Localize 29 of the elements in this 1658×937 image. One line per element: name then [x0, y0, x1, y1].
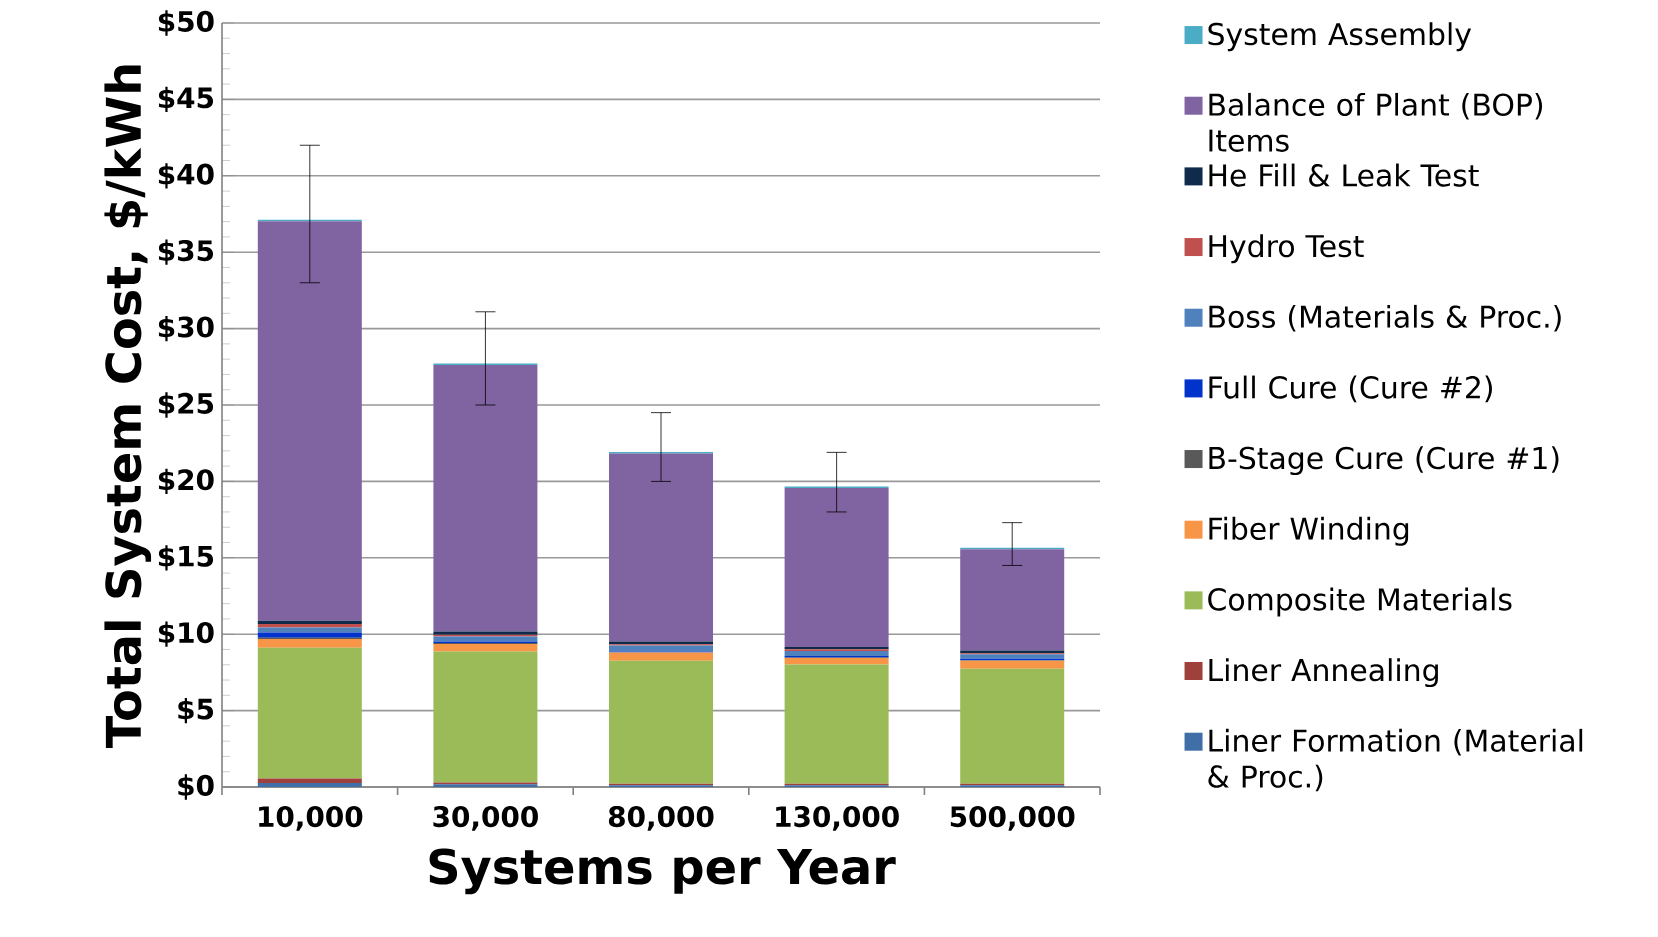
legend-label: Liner Annealing	[1209, 658, 1438, 688]
legend-label: Hydro Test	[1209, 234, 1364, 264]
y-tick-label: $40	[158, 163, 214, 189]
legend-label: Boss (Materials & Proc.)	[1209, 304, 1561, 332]
legend-label: Fiber Winding	[1209, 516, 1409, 546]
y-tick-label: $20	[158, 468, 214, 495]
y-axis-title: Total System Cost, $/kWh	[104, 65, 152, 749]
x-axis-title: Systems per Year	[429, 848, 896, 895]
y-tick-label: $45	[158, 86, 214, 113]
y-tick-label: $10	[158, 621, 214, 647]
x-tick-label: 500,000	[950, 806, 1075, 831]
x-tick-label: 130,000	[776, 806, 899, 831]
x-tick-label: 80,000	[608, 806, 714, 831]
legend-label: Balance of Plant (BOP) Items	[1209, 92, 1543, 152]
legend-label: Full Cure (Cure #2)	[1209, 375, 1492, 403]
legend-label: System Assembly	[1208, 22, 1472, 52]
x-tick-label: 10,000	[259, 806, 363, 831]
y-tick-label: $35	[158, 239, 214, 265]
legend-label: He Fill & Leak Test	[1209, 163, 1479, 187]
y-tick-label: $30	[158, 315, 214, 342]
y-tick-label: $25	[158, 392, 214, 418]
legend-label: B-Stage Cure (Cure #1)	[1209, 446, 1559, 476]
legend-label: Liner Formation (Material & Proc.)	[1208, 728, 1583, 792]
legend-label: Composite Materials	[1208, 587, 1512, 617]
y-tick-label: $50	[158, 10, 214, 36]
y-tick-label: $15	[158, 545, 214, 571]
x-tick-label: 30,000	[433, 806, 538, 831]
y-tick-label: $0	[178, 774, 214, 800]
y-tick-label: $5	[178, 697, 214, 724]
